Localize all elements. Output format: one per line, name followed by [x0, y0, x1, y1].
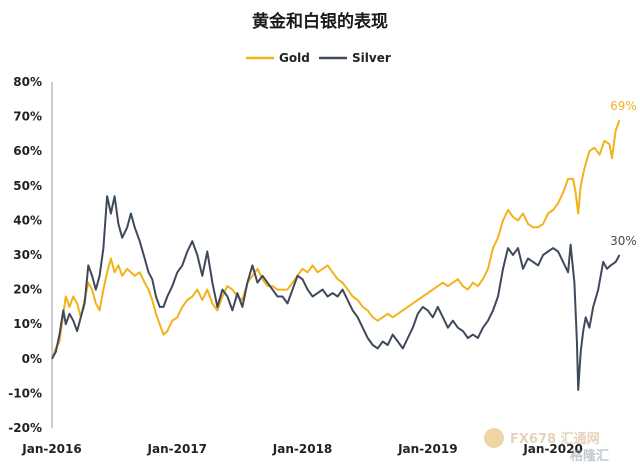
y-tick-label: -20% [8, 421, 42, 435]
y-tick-label: 30% [13, 248, 42, 262]
watermark-logo-icon [484, 428, 504, 448]
y-tick-label: 10% [13, 317, 42, 331]
y-tick-label: 50% [13, 179, 42, 193]
legend-silver-label: Silver [352, 51, 391, 65]
series-line-silver [51, 195, 621, 391]
legend: Gold Silver [246, 51, 391, 65]
end-label-gold: 69% [610, 99, 637, 113]
y-tick-label: 80% [13, 75, 42, 89]
x-tick-labels: Jan-2016 Jan-2017 Jan-2018 Jan-2019 Jan-2020 [21, 442, 583, 456]
watermark-sub: 格隆汇 [570, 448, 609, 464]
x-tick-label: Jan-2019 [397, 442, 457, 456]
watermark-text: FX678 汇通网 [510, 431, 600, 447]
y-tick-label: 0% [22, 352, 42, 366]
y-tick-label: 60% [13, 144, 42, 158]
y-tick-label: -10% [8, 386, 42, 400]
x-tick-label: Jan-2016 [21, 442, 81, 456]
legend-gold-label: Gold [279, 51, 310, 65]
chart-title: 黄金和白银的表现 [252, 11, 388, 32]
series-lines [51, 119, 621, 391]
y-tick-labels: 80% 70% 60% 50% 40% 30% 20% 10% 0% -10% -20% [8, 75, 42, 435]
x-tick-label: Jan-2020 [522, 442, 582, 456]
x-tick-label: Jan-2018 [272, 442, 332, 456]
x-tick-label: Jan-2017 [147, 442, 207, 456]
end-label-silver: 30% [610, 234, 637, 248]
watermark: FX678 汇通网 格隆汇 [484, 428, 609, 464]
series-line-gold [51, 119, 621, 360]
y-tick-label: 70% [13, 110, 42, 124]
series-end-labels: 69% 30% [610, 99, 637, 248]
y-tick-label: 40% [13, 213, 42, 227]
y-tick-label: 20% [13, 283, 42, 297]
